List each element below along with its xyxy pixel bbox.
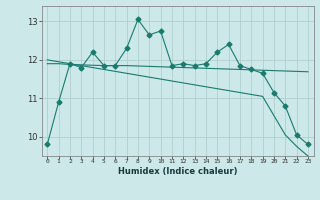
X-axis label: Humidex (Indice chaleur): Humidex (Indice chaleur)	[118, 167, 237, 176]
